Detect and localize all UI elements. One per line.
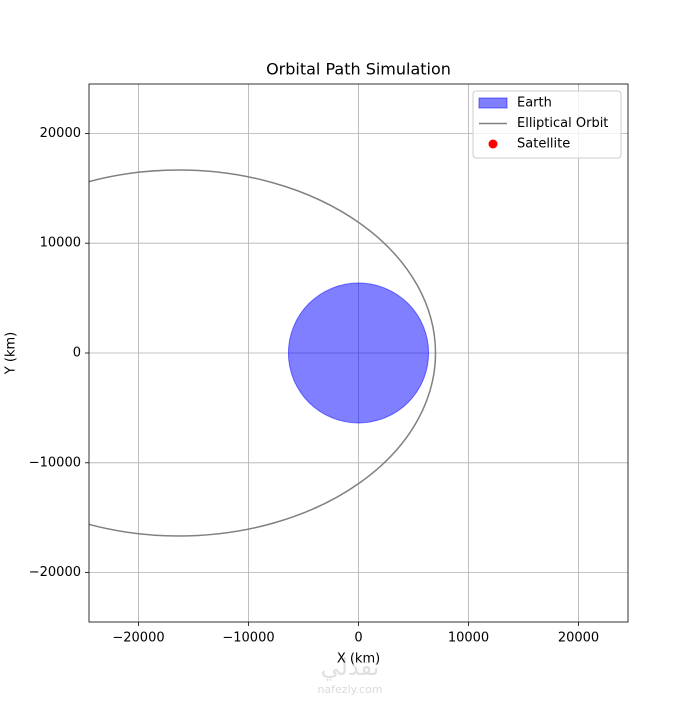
legend-label: Elliptical Orbit [517, 116, 608, 131]
plot-area [89, 169, 437, 537]
watermark-url: nafezly.com [317, 683, 382, 696]
x-tick-label: 20000 [558, 631, 599, 646]
x-tick-label: 0 [354, 631, 362, 646]
x-tick-label: −20000 [112, 631, 164, 646]
legend-swatch [478, 97, 508, 109]
y-tick-label: −10000 [29, 455, 81, 470]
y-tick-label: 10000 [40, 236, 81, 251]
earth [287, 282, 430, 424]
y-tick-label: 0 [73, 346, 81, 361]
legend-label: Satellite [517, 137, 570, 152]
chart-title: Orbital Path Simulation [266, 60, 451, 79]
legend-box [472, 90, 622, 159]
plot-frame [88, 83, 629, 623]
orbit-path [89, 169, 437, 537]
x-axis-label: X (km) [337, 652, 380, 667]
watermark: نفذلي [321, 653, 380, 681]
y-tick-label: −20000 [29, 565, 81, 580]
legend-label: Earth [517, 96, 552, 111]
legend-swatch [488, 139, 498, 149]
y-axis-label: Y (km) [4, 332, 19, 375]
x-tick-label: −10000 [222, 631, 274, 646]
y-tick-label: 20000 [40, 126, 81, 141]
x-tick-label: 10000 [448, 631, 489, 646]
